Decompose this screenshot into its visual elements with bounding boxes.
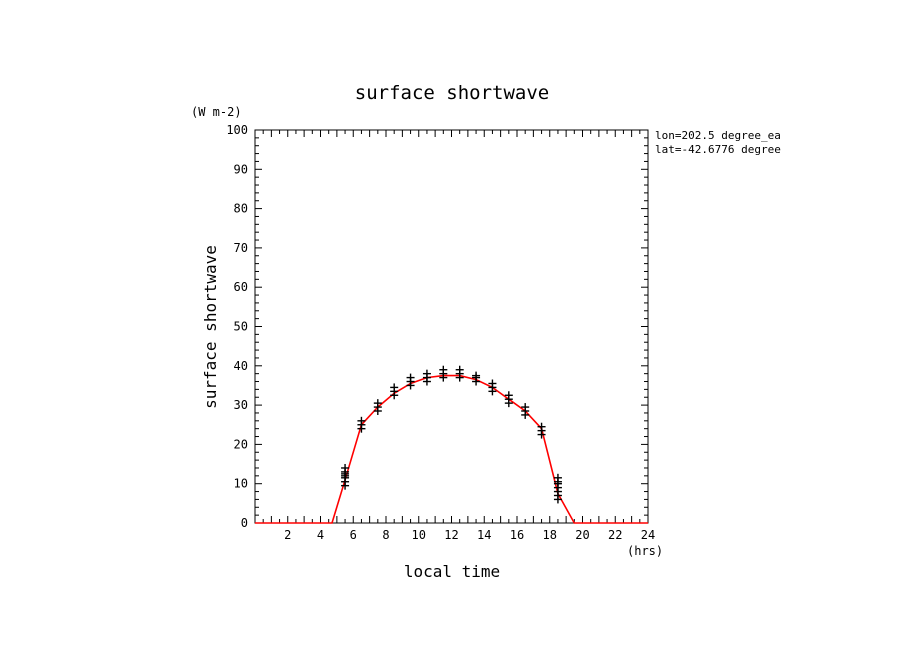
y-tick-label: 40 bbox=[234, 359, 248, 373]
location-info-lon: lon=202.5 degree_ea bbox=[655, 129, 781, 142]
x-tick-label: 24 bbox=[641, 528, 655, 542]
observation-point bbox=[439, 365, 448, 374]
y-tick-label: 90 bbox=[234, 162, 248, 176]
x-tick-label: 14 bbox=[477, 528, 491, 542]
observation-point bbox=[390, 383, 399, 392]
tick-labels: 2 4 6 8 10 12 14 16 18 20 22 2401020304050607080901… bbox=[226, 123, 655, 542]
y-unit-label: (W m-2) bbox=[191, 105, 242, 119]
observation-point bbox=[341, 463, 350, 472]
observation-point bbox=[504, 391, 513, 400]
location-info-lat: lat=-42.6776 degree bbox=[655, 143, 781, 156]
x-tick-label: 10 bbox=[412, 528, 426, 542]
observation-point bbox=[521, 403, 530, 412]
observation-point bbox=[373, 399, 382, 408]
observation-point bbox=[422, 369, 431, 378]
x-axis-title: local time bbox=[404, 562, 500, 581]
y-tick-label: 0 bbox=[241, 516, 248, 530]
x-tick-label: 2 bbox=[284, 528, 291, 542]
chart-title: surface shortwave bbox=[355, 82, 549, 104]
observation-markers bbox=[341, 365, 562, 504]
x-tick-label: 20 bbox=[575, 528, 589, 542]
observation-point bbox=[488, 379, 497, 388]
x-tick-label: 8 bbox=[382, 528, 389, 542]
y-tick-label: 80 bbox=[234, 202, 248, 216]
x-tick-label: 22 bbox=[608, 528, 622, 542]
y-tick-label: 30 bbox=[234, 398, 248, 412]
y-tick-label: 50 bbox=[234, 320, 248, 334]
plot-frame bbox=[254, 129, 649, 524]
x-tick-label: 4 bbox=[317, 528, 324, 542]
x-tick-label: 18 bbox=[543, 528, 557, 542]
x-tick-label: 16 bbox=[510, 528, 524, 542]
observation-point bbox=[472, 371, 481, 380]
x-unit-label: (hrs) bbox=[627, 544, 663, 558]
model-line bbox=[255, 374, 648, 524]
y-tick-label: 70 bbox=[234, 241, 248, 255]
observation-point bbox=[455, 365, 464, 374]
y-tick-label: 60 bbox=[234, 280, 248, 294]
y-axis-title: surface shortwave bbox=[201, 245, 220, 409]
observation-point bbox=[553, 473, 562, 482]
y-tick-label: 10 bbox=[234, 477, 248, 491]
axis-ticks bbox=[255, 130, 648, 523]
y-tick-label: 20 bbox=[234, 437, 248, 451]
observation-point bbox=[357, 416, 366, 425]
y-tick-label: 100 bbox=[226, 123, 248, 137]
x-tick-label: 6 bbox=[350, 528, 357, 542]
observation-point bbox=[406, 373, 415, 382]
x-tick-label: 12 bbox=[444, 528, 458, 542]
model-line-layer bbox=[255, 374, 648, 524]
observation-point bbox=[537, 422, 546, 431]
